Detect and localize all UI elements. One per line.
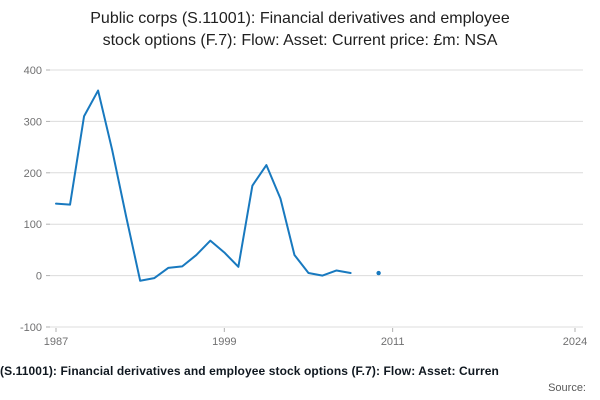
source-label: Source: (548, 382, 586, 394)
svg-text:300: 300 (24, 116, 42, 128)
svg-text:0: 0 (36, 271, 42, 283)
svg-text:2011: 2011 (381, 336, 405, 348)
chart-title-line1: Public corps (S.11001): Financial deriva… (90, 10, 510, 27)
svg-text:1987: 1987 (44, 336, 68, 348)
chart-title-line2: stock options (F.7): Flow: Asset: Curren… (102, 32, 498, 49)
svg-text:200: 200 (24, 168, 42, 180)
svg-text:100: 100 (24, 219, 42, 231)
svg-text:400: 400 (24, 65, 42, 77)
svg-text:-100: -100 (20, 322, 42, 334)
svg-text:1999: 1999 (212, 336, 236, 348)
chart-title: Public corps (S.11001): Financial deriva… (0, 8, 600, 52)
footer-caption: (S.11001): Financial derivatives and emp… (0, 364, 499, 378)
svg-text:2024: 2024 (563, 336, 587, 348)
line-chart: -100 0 100 200 300 400 1987 1999 2011 2024 (20, 65, 587, 348)
